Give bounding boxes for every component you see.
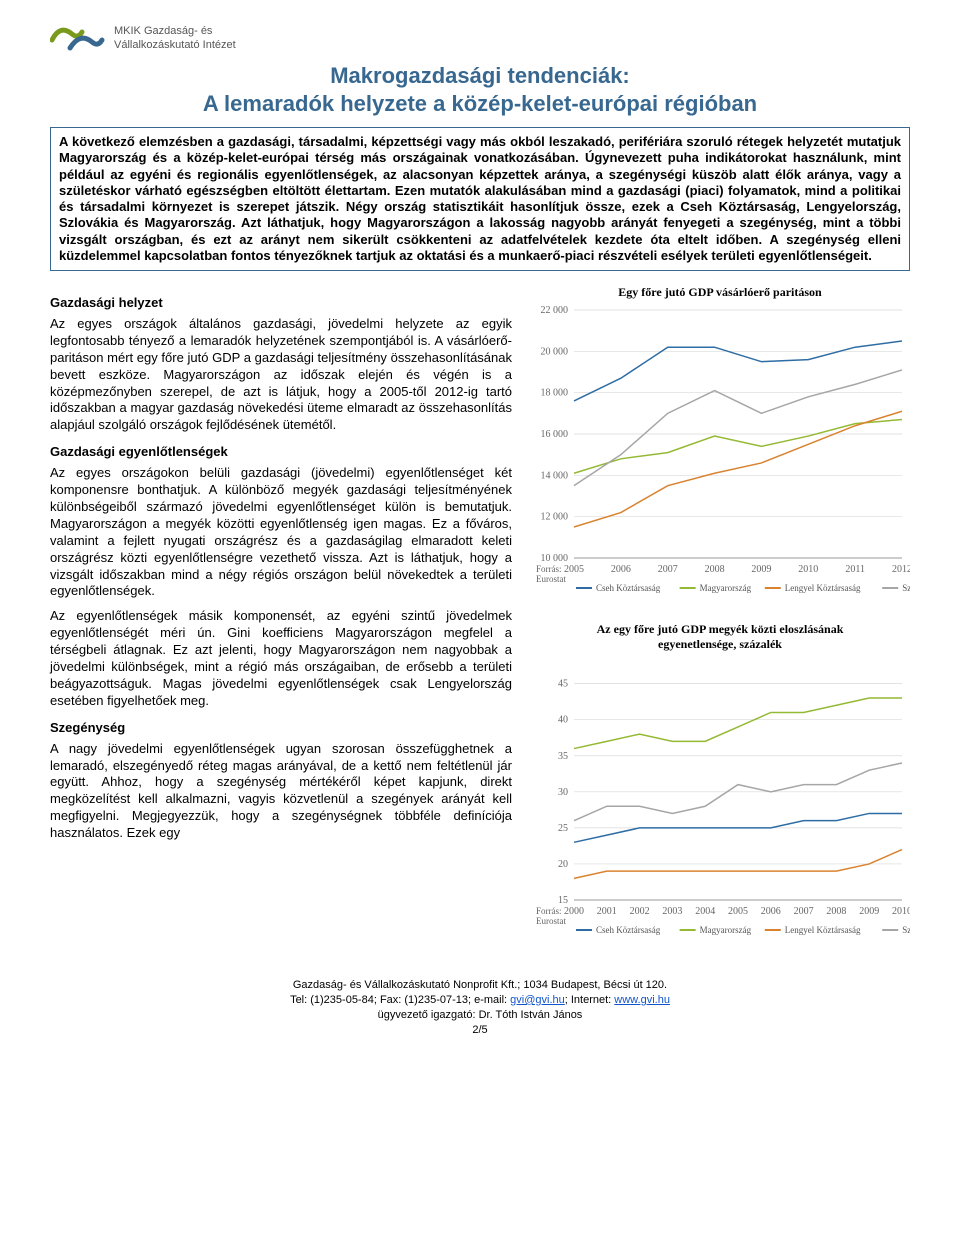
svg-text:2005: 2005 — [564, 564, 584, 575]
svg-text:Szlovákia: Szlovákia — [902, 583, 910, 593]
svg-text:2009: 2009 — [751, 564, 771, 575]
svg-text:Cseh Köztársaság: Cseh Köztársaság — [596, 583, 661, 593]
svg-text:40: 40 — [558, 715, 568, 726]
footer-url-link[interactable]: www.gvi.hu — [614, 994, 670, 1006]
svg-text:2011: 2011 — [845, 564, 865, 575]
abstract-box: A következő elemzésben a gazdasági, társ… — [50, 127, 910, 271]
svg-text:16 000: 16 000 — [541, 429, 569, 440]
logo-text: MKIK Gazdaság- és Vállalkozáskutató Inté… — [114, 25, 236, 51]
chart1-title: Egy főre jutó GDP vásárlóerő paritáson — [530, 285, 910, 300]
svg-text:2008: 2008 — [705, 564, 725, 575]
section-heading-szegenyseg: Szegénység — [50, 720, 512, 735]
svg-text:Forrás:: Forrás: — [536, 564, 562, 574]
svg-text:20 000: 20 000 — [541, 346, 569, 357]
svg-text:2001: 2001 — [597, 906, 617, 917]
svg-text:2006: 2006 — [761, 906, 781, 917]
svg-text:Magyarország: Magyarország — [700, 925, 752, 935]
footer-line1: Gazdaság- és Vállalkozáskutató Nonprofit… — [293, 979, 667, 991]
page-number: 2/5 — [472, 1024, 487, 1036]
svg-text:25: 25 — [558, 823, 568, 834]
logo-mark — [50, 20, 106, 57]
svg-text:2007: 2007 — [658, 564, 678, 575]
chart2-title: Az egy főre jutó GDP megyék közti eloszl… — [530, 622, 910, 652]
section-heading-egyenlotlensegek: Gazdasági egyenlőtlenségek — [50, 444, 512, 459]
svg-text:2007: 2007 — [794, 906, 814, 917]
svg-text:Eurostat: Eurostat — [536, 916, 566, 926]
header-logo: MKIK Gazdaság- és Vállalkozáskutató Inté… — [50, 20, 910, 57]
svg-text:2004: 2004 — [695, 906, 715, 917]
footer-line2-mid: ; Internet: — [565, 994, 615, 1006]
footer-line3: ügyvezető igazgató: Dr. Tóth István Jáno… — [378, 1009, 583, 1021]
svg-text:18 000: 18 000 — [541, 388, 569, 399]
svg-text:Magyarország: Magyarország — [700, 583, 752, 593]
svg-text:Eurostat: Eurostat — [536, 574, 566, 584]
svg-text:45: 45 — [558, 679, 568, 690]
paragraph-1: Az egyes országok általános gazdasági, j… — [50, 316, 512, 434]
svg-text:2005: 2005 — [728, 906, 748, 917]
svg-text:35: 35 — [558, 751, 568, 762]
logo-line2: Vállalkozáskutató Intézet — [114, 39, 236, 51]
right-column: Egy főre jutó GDP vásárlóerő paritáson 1… — [530, 285, 910, 964]
paragraph-4: A nagy jövedelmi egyenlőtlenségek ugyan … — [50, 741, 512, 842]
svg-text:14 000: 14 000 — [541, 470, 569, 481]
page-footer: Gazdaság- és Vállalkozáskutató Nonprofit… — [50, 978, 910, 1037]
svg-text:Cseh Köztársaság: Cseh Köztársaság — [596, 925, 661, 935]
svg-text:15: 15 — [558, 895, 568, 906]
svg-text:12 000: 12 000 — [541, 512, 569, 523]
svg-text:2009: 2009 — [859, 906, 879, 917]
svg-text:Lengyel Köztársaság: Lengyel Köztársaság — [785, 583, 861, 593]
svg-text:10 000: 10 000 — [541, 553, 569, 564]
svg-text:2002: 2002 — [630, 906, 650, 917]
footer-line2-pre: Tel: (1)235-05-84; Fax: (1)235-07-13; e-… — [290, 994, 510, 1006]
page-title-line2: A lemaradók helyzete a közép-kelet-európ… — [50, 91, 910, 117]
page-title-line1: Makrogazdasági tendenciák: — [50, 63, 910, 89]
paragraph-3: Az egyenlőtlenségek másik komponensét, a… — [50, 608, 512, 709]
svg-text:Forrás:: Forrás: — [536, 906, 562, 916]
svg-text:30: 30 — [558, 787, 568, 798]
svg-text:20: 20 — [558, 859, 568, 870]
logo-line1: MKIK Gazdaság- és — [114, 25, 212, 37]
svg-text:2012: 2012 — [892, 564, 910, 575]
svg-text:2010: 2010 — [892, 906, 910, 917]
svg-text:Szlovákia: Szlovákia — [902, 925, 910, 935]
svg-text:Lengyel Köztársaság: Lengyel Köztársaság — [785, 925, 861, 935]
chart1-svg: 10 000 12 000 14 000 16 000 18 000 20 000 22 0… — [530, 304, 910, 604]
footer-email-link[interactable]: gvi@gvi.hu — [510, 994, 565, 1006]
chart-gdp-dispersion: Az egy főre jutó GDP megyék közti eloszl… — [530, 622, 910, 946]
svg-text:2006: 2006 — [611, 564, 631, 575]
svg-text:22 000: 22 000 — [541, 305, 569, 316]
section-heading-gazdasagi-helyzet: Gazdasági helyzet — [50, 295, 512, 310]
svg-text:2000: 2000 — [564, 906, 584, 917]
paragraph-2: Az egyes országokon belüli gazdasági (jö… — [50, 465, 512, 600]
chart2-svg: 15 20 25 30 35 40 45 2000 2001 2002 2003 2004 2005 20… — [530, 656, 910, 946]
chart-gdp-pps: Egy főre jutó GDP vásárlóerő paritáson 1… — [530, 285, 910, 604]
svg-text:2003: 2003 — [662, 906, 682, 917]
svg-text:2008: 2008 — [826, 906, 846, 917]
left-column: Gazdasági helyzet Az egyes országok álta… — [50, 285, 512, 964]
svg-text:2010: 2010 — [798, 564, 818, 575]
two-column-layout: Gazdasági helyzet Az egyes országok álta… — [50, 285, 910, 964]
